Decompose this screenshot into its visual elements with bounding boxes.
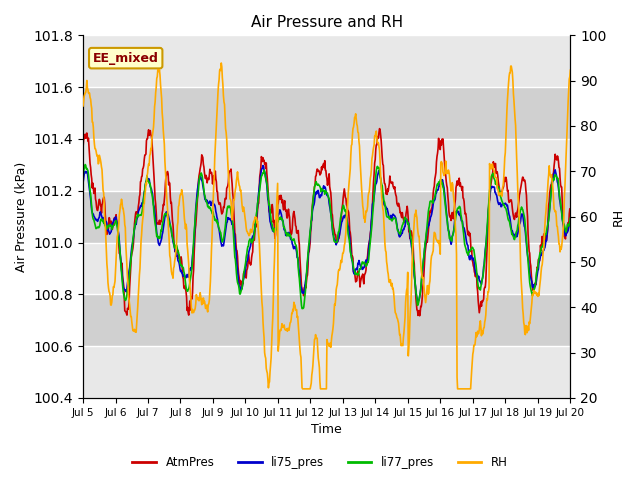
Bar	[83, 294, 570, 346]
Title: Air Pressure and RH: Air Pressure and RH	[251, 15, 403, 30]
Bar	[83, 191, 570, 242]
Bar	[83, 36, 570, 87]
Y-axis label: RH: RH	[612, 207, 625, 226]
Bar	[83, 87, 570, 139]
Text: EE_mixed: EE_mixed	[93, 52, 159, 65]
Bar	[83, 346, 570, 398]
Bar	[83, 139, 570, 191]
Y-axis label: Air Pressure (kPa): Air Pressure (kPa)	[15, 161, 28, 272]
X-axis label: Time: Time	[311, 423, 342, 436]
Bar	[83, 242, 570, 294]
Legend: AtmPres, li75_pres, li77_pres, RH: AtmPres, li75_pres, li77_pres, RH	[128, 452, 512, 474]
